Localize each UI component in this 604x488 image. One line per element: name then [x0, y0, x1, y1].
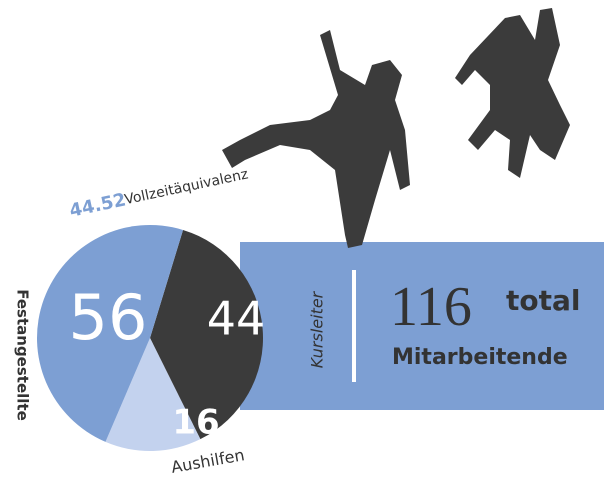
value-label: 44 [207, 292, 266, 346]
category-label: Festangestellte [14, 289, 32, 421]
value-label: 56 [69, 281, 148, 354]
fte-annotation: 44.52 Vollzeitäquivalenz [68, 163, 250, 221]
silhouettes [222, 8, 570, 248]
page: {"chart_data": {"type": "pie", "categori… [0, 0, 604, 488]
infographic: 44.52 Vollzeitäquivalenz 116 total Mitar… [0, 0, 604, 488]
category-label: Aushilfen [170, 445, 246, 477]
category-label: Kursleiter [308, 290, 327, 368]
value-label: 16 [172, 403, 219, 443]
total-caption: Mitarbeitende [392, 345, 568, 370]
silhouette-woman [455, 8, 570, 178]
total-label: total [506, 284, 581, 317]
silhouette-man [222, 30, 410, 248]
fte-label: Vollzeitäquivalenz [123, 166, 250, 208]
fte-value: 44.52 [68, 189, 128, 221]
total-value: 116 [390, 276, 472, 338]
